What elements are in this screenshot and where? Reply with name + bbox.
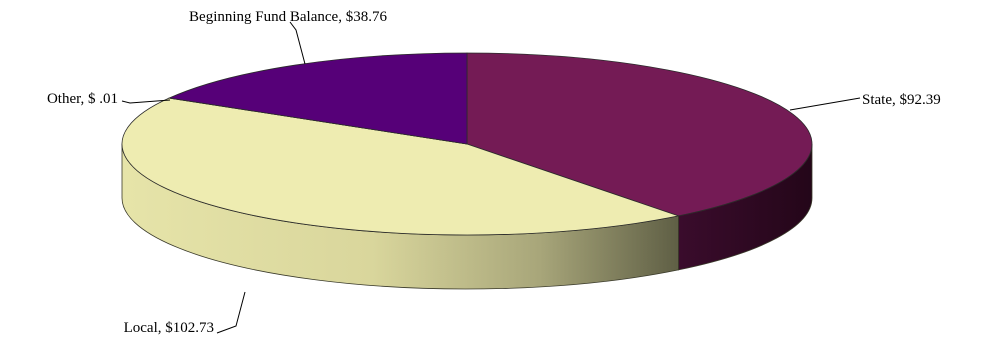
leader-line-local bbox=[216, 291, 246, 334]
pie-slice-state bbox=[466, 52, 813, 217]
pie-slice-local bbox=[121, 97, 680, 236]
leader-line-state bbox=[789, 97, 861, 111]
pie-slice-beginning-fund-balance bbox=[167, 52, 468, 145]
slice-label-local: Local, $102.73 bbox=[124, 320, 214, 336]
slice-label-other: Other, $ .01 bbox=[47, 91, 118, 107]
leader-line-other bbox=[121, 99, 171, 104]
slice-label-state: State, $92.39 bbox=[862, 92, 941, 108]
slice-labels: State, $92.39 Local, $102.73 Other, $ .01 B… bbox=[47, 9, 941, 336]
pie-top-layer bbox=[121, 52, 813, 236]
leader-line-beginning-fund-balance bbox=[289, 21, 306, 65]
leader-lines bbox=[121, 21, 861, 334]
slice-label-beginning-fund-balance: Beginning Fund Balance, $38.76 bbox=[189, 9, 387, 25]
